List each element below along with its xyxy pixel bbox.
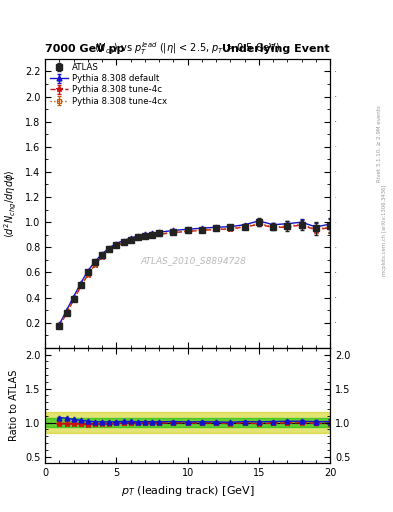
Y-axis label: Ratio to ATLAS: Ratio to ATLAS <box>9 370 19 441</box>
Text: ATLAS_2010_S8894728: ATLAS_2010_S8894728 <box>140 257 246 266</box>
Bar <box>45 418 330 428</box>
Text: 7000 GeV pp: 7000 GeV pp <box>45 44 125 54</box>
Text: $\langle N_{ch}\rangle$ vs $p_T^{lead}$ ($|\eta|$ < 2.5, $p_T$ > 0.5 GeV): $\langle N_{ch}\rangle$ vs $p_T^{lead}$ … <box>94 40 281 57</box>
Legend: ATLAS, Pythia 8.308 default, Pythia 8.308 tune-4c, Pythia 8.308 tune-4cx: ATLAS, Pythia 8.308 default, Pythia 8.30… <box>48 61 169 108</box>
X-axis label: $p_T$ (leading track) [GeV]: $p_T$ (leading track) [GeV] <box>121 484 255 498</box>
Text: mcplots.cern.ch [arXiv:1306.3436]: mcplots.cern.ch [arXiv:1306.3436] <box>382 185 387 276</box>
Bar <box>45 412 330 433</box>
Text: Rivet 3.1.10, ≥ 2.9M events: Rivet 3.1.10, ≥ 2.9M events <box>377 105 382 182</box>
Text: Underlying Event: Underlying Event <box>222 44 330 54</box>
Y-axis label: $\langle d^2 N_{chg}/d\eta d\phi\rangle$: $\langle d^2 N_{chg}/d\eta d\phi\rangle$ <box>3 169 19 238</box>
